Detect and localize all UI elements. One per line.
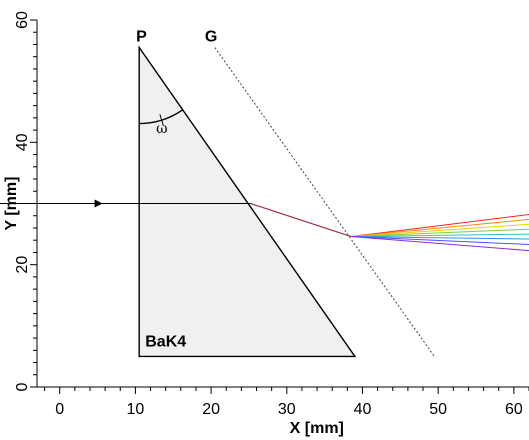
dispersed-ray-2 bbox=[351, 223, 529, 238]
prism-shape bbox=[138, 45, 357, 358]
x-tick-label: 10 bbox=[127, 401, 145, 418]
y-tick-label: 60 bbox=[14, 11, 31, 29]
x-tick-label: 20 bbox=[202, 401, 220, 418]
x-tick-label: 40 bbox=[354, 401, 372, 418]
dispersed-ray-3 bbox=[351, 228, 529, 238]
x-tick-label: 0 bbox=[55, 401, 64, 418]
angle-tick bbox=[159, 114, 164, 127]
dispersed-ray-0 bbox=[351, 214, 529, 238]
plot-area: BaK4 P G ω bbox=[0, 28, 529, 358]
x-tick-label: 30 bbox=[278, 401, 296, 418]
y-axis-label: Y [mm] bbox=[3, 177, 20, 231]
incident-ray-arrow bbox=[94, 199, 103, 208]
y-axis: 0 20 40 60 Y [mm] bbox=[3, 11, 38, 391]
x-axis-label: X [mm] bbox=[290, 420, 344, 437]
dispersed-rays bbox=[351, 214, 529, 252]
y-tick-label: 0 bbox=[14, 382, 31, 391]
dispersed-ray-1 bbox=[351, 218, 529, 238]
y-tick-label: 20 bbox=[14, 256, 31, 274]
guide-label: G bbox=[205, 28, 217, 45]
refracted-ray bbox=[250, 202, 352, 238]
y-ticks: 0 20 40 60 bbox=[14, 11, 37, 391]
x-axis: 0 10 20 30 40 50 60 X [mm] bbox=[37, 386, 529, 437]
angle-label: ω bbox=[156, 121, 167, 137]
x-tick-label: 60 bbox=[505, 401, 523, 418]
vertex-label: P bbox=[136, 28, 147, 45]
x-tick-label: 50 bbox=[429, 401, 447, 418]
y-tick-label: 40 bbox=[14, 133, 31, 151]
prism-material-label: BaK4 bbox=[145, 334, 186, 351]
dispersed-ray-7 bbox=[351, 236, 529, 252]
guide-line bbox=[214, 47, 435, 357]
dispersed-ray-6 bbox=[351, 236, 529, 245]
dispersed-ray-5 bbox=[351, 236, 529, 240]
x-ticks: 0 10 20 30 40 50 60 bbox=[44, 387, 529, 418]
dispersed-ray-4 bbox=[351, 233, 529, 238]
